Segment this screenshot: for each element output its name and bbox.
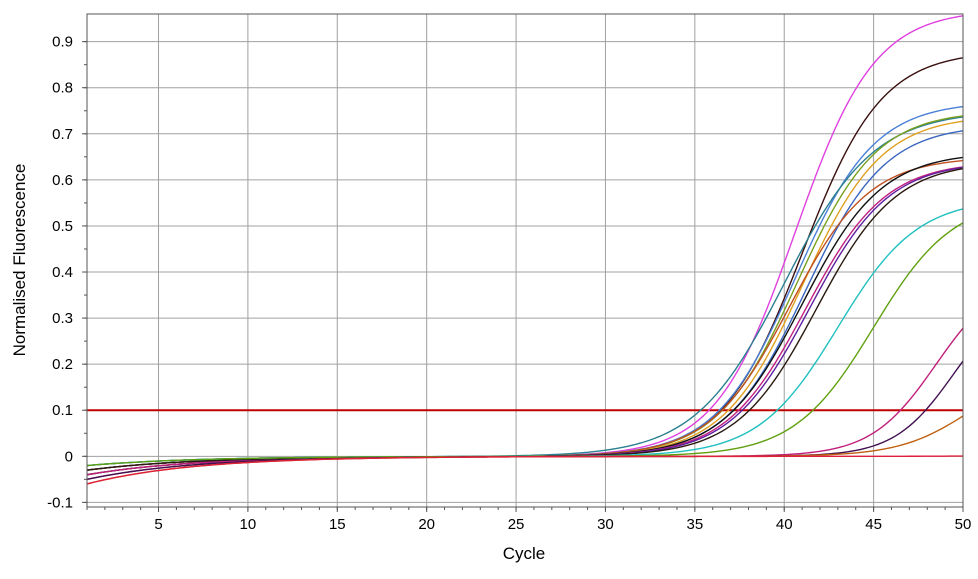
y-tick-label: 0.9 (52, 34, 73, 51)
amplification-curve-18 (86, 455, 964, 485)
x-tick-label: 30 (597, 516, 614, 533)
y-tick-label: 0.8 (52, 80, 73, 97)
y-tick-label: 0.7 (52, 126, 73, 143)
y-tick-label: 0.5 (52, 218, 73, 235)
plot-background (87, 14, 963, 507)
x-tick-label: 5 (154, 516, 162, 533)
x-tick-label: 20 (418, 516, 435, 533)
x-tick-label: 35 (686, 516, 703, 533)
y-tick-label: -0.1 (47, 494, 73, 511)
y-tick-label: 0.2 (52, 356, 73, 373)
plot-frame (86, 13, 964, 508)
y-tick-label: 0.6 (52, 172, 73, 189)
y-tick-label: 0 (65, 448, 73, 465)
x-tick-label: 15 (329, 516, 346, 533)
x-tick-label: 45 (865, 516, 882, 533)
x-axis-ticks: 5 10 15 20 25 30 35 40 45 50 (86, 507, 972, 533)
series-lines (86, 15, 964, 485)
x-tick-label: 40 (776, 516, 793, 533)
y-axis-ticks: -0.1 0 0.1 0.2 0.3 0.4 0.5 0.6 0.7 0.8 0.9 (47, 34, 87, 511)
x-tick-label: 10 (240, 516, 257, 533)
y-tick-label: 0.1 (52, 402, 73, 419)
y-axis-title: Normalised Fluorescence (10, 164, 29, 357)
x-tick-label: 50 (955, 516, 972, 533)
y-tick-label: 0.4 (52, 264, 73, 281)
x-axis-title: Cycle (503, 544, 546, 563)
x-tick-label: 25 (508, 516, 525, 533)
y-tick-label: 0.3 (52, 310, 73, 327)
